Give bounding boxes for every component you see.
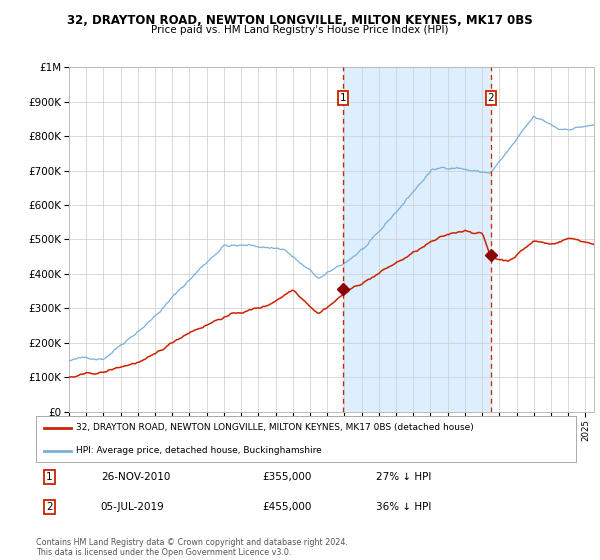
Text: 27% ↓ HPI: 27% ↓ HPI [376,472,431,482]
Text: 36% ↓ HPI: 36% ↓ HPI [376,502,431,512]
Text: Contains HM Land Registry data © Crown copyright and database right 2024.
This d: Contains HM Land Registry data © Crown c… [36,538,348,557]
Text: 1: 1 [340,93,346,103]
Text: 2: 2 [46,502,53,512]
Text: 1: 1 [46,472,53,482]
Bar [343,67,491,412]
Text: 05-JUL-2019: 05-JUL-2019 [101,502,164,512]
Text: Price paid vs. HM Land Registry's House Price Index (HPI): Price paid vs. HM Land Registry's House … [151,25,449,35]
Text: 2: 2 [487,93,494,103]
Text: £455,000: £455,000 [263,502,312,512]
Text: 26-NOV-2010: 26-NOV-2010 [101,472,170,482]
Text: 32, DRAYTON ROAD, NEWTON LONGVILLE, MILTON KEYNES, MK17 0BS (detached house): 32, DRAYTON ROAD, NEWTON LONGVILLE, MILT… [77,423,474,432]
Text: HPI: Average price, detached house, Buckinghamshire: HPI: Average price, detached house, Buck… [77,446,322,455]
Text: 32, DRAYTON ROAD, NEWTON LONGVILLE, MILTON KEYNES, MK17 0BS: 32, DRAYTON ROAD, NEWTON LONGVILLE, MILT… [67,14,533,27]
Text: £355,000: £355,000 [263,472,312,482]
